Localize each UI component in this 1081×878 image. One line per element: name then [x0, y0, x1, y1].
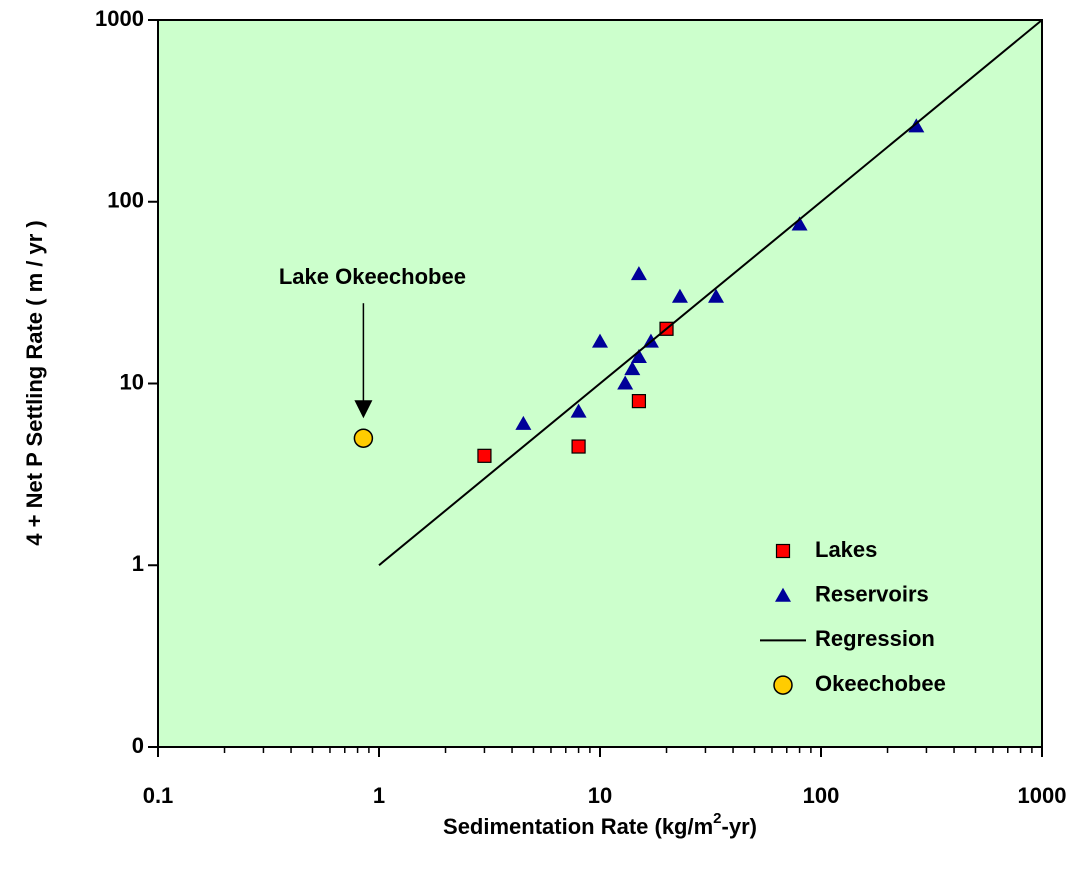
regression-line: [378, 19, 1043, 567]
triangle-marker: [671, 288, 688, 303]
triangle-marker: [617, 375, 634, 390]
legend-item: Lakes: [775, 537, 877, 562]
triangle-marker: [624, 361, 641, 376]
triangle-marker: [775, 587, 791, 602]
x-tick-label: 100: [803, 783, 840, 808]
y-tick-label: 0: [132, 733, 144, 758]
circle-marker: [773, 675, 793, 695]
triangle-marker: [791, 216, 808, 231]
square-marker: [571, 439, 586, 454]
triangle-marker: [592, 333, 608, 348]
triangle-marker: [630, 266, 647, 281]
y-tick-label: 1000: [95, 6, 144, 31]
y-axis-title: 4 + Net P Settling Rate ( m / yr ): [22, 220, 47, 545]
legend-item: Okeechobee: [773, 671, 946, 696]
y-tick-label: 100: [107, 188, 144, 213]
x-axis-title-part: -yr): [722, 814, 757, 839]
legend-label: Lakes: [815, 537, 877, 562]
square-marker: [477, 448, 492, 463]
legend: Lakes Reservoirs Regression Okeechobee: [760, 537, 946, 696]
triangle-marker: [515, 415, 532, 430]
triangle-marker: [570, 403, 587, 418]
x-tick-label: 0.1: [143, 783, 174, 808]
triangle-marker: [708, 288, 725, 303]
y-tick-label: 1: [132, 551, 144, 576]
x-tick-label: 1: [373, 783, 385, 808]
circle-marker: [353, 428, 374, 448]
legend-label: Okeechobee: [815, 671, 946, 696]
annotation: Lake Okeechobee: [279, 264, 466, 289]
x-tick-label: 1000: [1018, 783, 1067, 808]
legend-label: Regression: [815, 626, 935, 651]
x-axis-title-superscript: 2: [713, 810, 721, 827]
x-axis-title: Sedimentation Rate (kg/m2-yr): [443, 810, 757, 839]
legend-label: Reservoirs: [815, 582, 929, 607]
x-axis-title-part: Sedimentation Rate (kg/m: [443, 814, 713, 839]
y-tick-label: 10: [120, 369, 144, 394]
triangle-marker: [630, 348, 647, 363]
x-tick-label: 10: [588, 783, 612, 808]
triangle-marker: [908, 118, 925, 133]
plot-border: [157, 19, 1043, 748]
legend-item: Regression: [760, 626, 935, 651]
legend-item: Reservoirs: [775, 582, 929, 607]
square-marker: [775, 543, 791, 559]
annotation-arrowhead: [354, 400, 373, 419]
square-marker: [631, 394, 647, 409]
